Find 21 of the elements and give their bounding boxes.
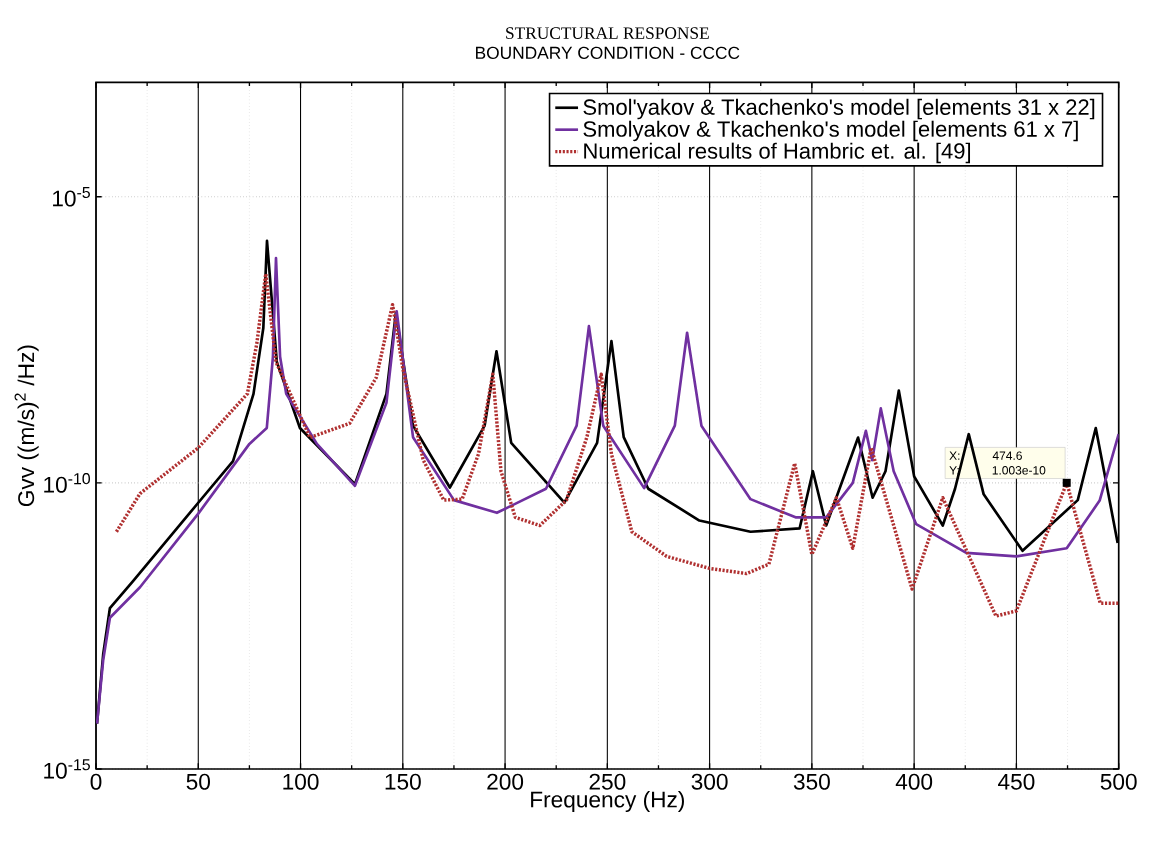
x-tick-label: 100 (283, 773, 319, 790)
chart-title: STRUCTURAL RESPONSE (506, 27, 709, 39)
x-tick-label: 200 (487, 773, 524, 790)
y-tick-label: 10$^{-10}$ (44, 473, 90, 493)
x-tick-label: 250 (589, 773, 626, 790)
x-tick-label: 150 (385, 773, 421, 790)
y-tick-label: 10$^{-15}$ (44, 759, 90, 779)
x-tick-label: 0 (90, 773, 102, 790)
legend-label: Smol'yakov & Tkachenko's model [elements 31 x 22] (583, 98, 1095, 120)
x-tick-label: 400 (895, 773, 933, 790)
x-tick-label: 300 (691, 773, 728, 790)
x-tick-label: 350 (793, 773, 830, 790)
x-tick-label: 450 (998, 773, 1035, 790)
y-tick-label: 10$^{-5}$ (53, 187, 90, 207)
x-tick-label: 50 (186, 773, 210, 790)
chart-subtitle: BOUNDARY CONDITION - CCCC (476, 46, 740, 59)
legend-label: Smolyakov & Tkachenko's model [elements 61 x 7] (583, 120, 1078, 142)
y-axis-title: Gvv ((m/s)$^{2}$ /Hz) (14, 345, 39, 507)
legend-label: Numerical results of Hambric et. al. [49] (584, 142, 971, 164)
x-tick-label: 500 (1100, 773, 1137, 790)
x-axis-title: Frequency (Hz) (531, 790, 684, 813)
